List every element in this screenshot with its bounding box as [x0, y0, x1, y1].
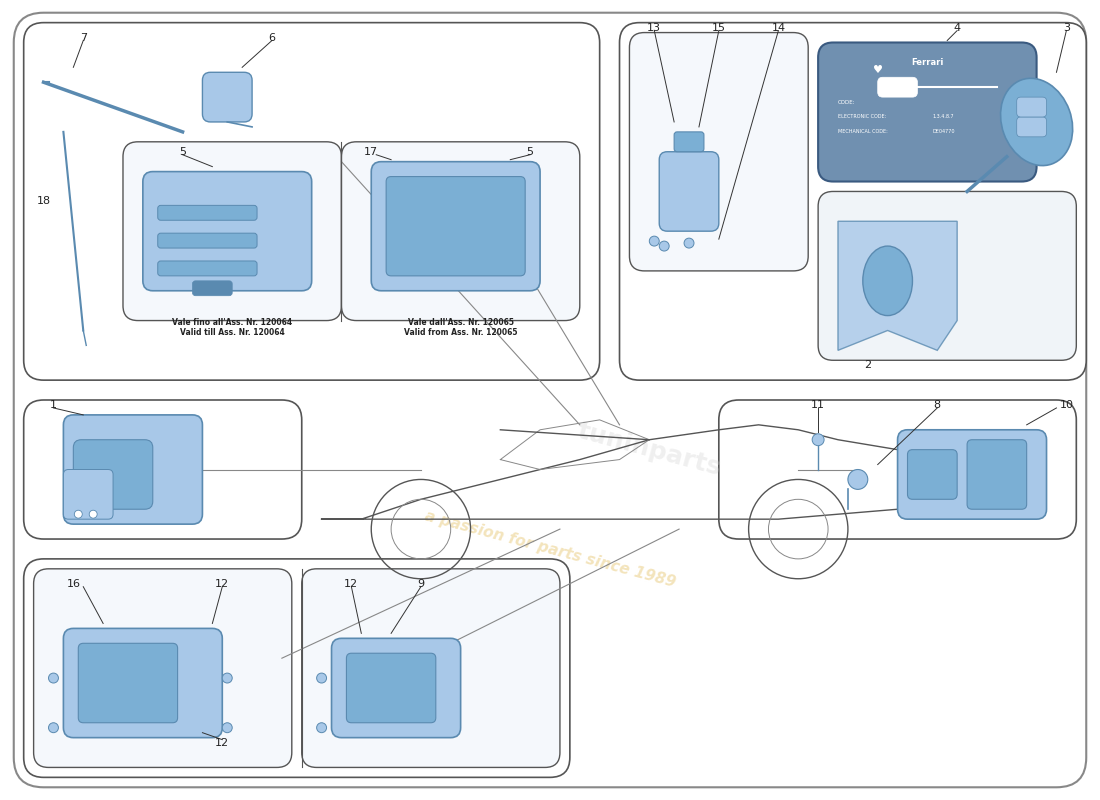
FancyBboxPatch shape [346, 654, 436, 722]
Text: 16: 16 [66, 578, 80, 589]
FancyBboxPatch shape [341, 142, 580, 321]
Circle shape [684, 238, 694, 248]
Text: 18: 18 [36, 196, 51, 206]
FancyBboxPatch shape [64, 629, 222, 738]
Text: CODE:: CODE: [838, 99, 856, 105]
FancyBboxPatch shape [331, 638, 461, 738]
FancyBboxPatch shape [157, 261, 257, 276]
FancyBboxPatch shape [818, 191, 1076, 360]
FancyBboxPatch shape [34, 569, 292, 767]
Text: 1.3.4.8.7: 1.3.4.8.7 [933, 114, 954, 119]
FancyBboxPatch shape [64, 415, 202, 524]
FancyBboxPatch shape [24, 400, 301, 539]
FancyBboxPatch shape [301, 569, 560, 767]
Text: DE04770: DE04770 [933, 130, 955, 134]
FancyBboxPatch shape [14, 13, 1087, 787]
Text: 15: 15 [712, 22, 726, 33]
FancyBboxPatch shape [659, 152, 718, 231]
FancyBboxPatch shape [674, 132, 704, 152]
Text: Vale fino all'Ass. Nr. 120064: Vale fino all'Ass. Nr. 120064 [173, 318, 293, 327]
Ellipse shape [1001, 78, 1072, 166]
Text: a passion for parts since 1989: a passion for parts since 1989 [422, 508, 678, 590]
Polygon shape [838, 222, 957, 350]
FancyBboxPatch shape [878, 78, 917, 97]
Circle shape [659, 241, 669, 251]
FancyBboxPatch shape [372, 162, 540, 290]
Text: 14: 14 [771, 22, 785, 33]
Text: 10: 10 [1059, 400, 1074, 410]
FancyBboxPatch shape [908, 450, 957, 499]
Circle shape [812, 434, 824, 446]
Circle shape [89, 510, 97, 518]
Text: 5: 5 [527, 146, 534, 157]
Text: ELECTRONIC CODE:: ELECTRONIC CODE: [838, 114, 887, 119]
Circle shape [48, 722, 58, 733]
FancyBboxPatch shape [898, 430, 1046, 519]
FancyBboxPatch shape [1016, 97, 1046, 117]
Text: Valid till Ass. Nr. 120064: Valid till Ass. Nr. 120064 [179, 328, 285, 337]
Text: 3: 3 [1063, 22, 1070, 33]
Text: tuninparts: tuninparts [574, 419, 724, 481]
Circle shape [222, 722, 232, 733]
Circle shape [75, 510, 82, 518]
FancyBboxPatch shape [157, 233, 257, 248]
Text: 7: 7 [79, 33, 87, 42]
Text: 11: 11 [811, 400, 825, 410]
Circle shape [48, 673, 58, 683]
FancyBboxPatch shape [202, 72, 252, 122]
Circle shape [222, 673, 232, 683]
FancyBboxPatch shape [64, 470, 113, 519]
FancyBboxPatch shape [629, 33, 808, 271]
Text: Ferrari: Ferrari [911, 58, 944, 67]
Text: 6: 6 [268, 33, 275, 42]
Text: Valid from Ass. Nr. 120065: Valid from Ass. Nr. 120065 [404, 328, 517, 337]
Circle shape [848, 470, 868, 490]
Text: 4: 4 [954, 22, 960, 33]
FancyBboxPatch shape [1016, 117, 1046, 137]
FancyBboxPatch shape [143, 171, 311, 290]
FancyBboxPatch shape [967, 440, 1026, 510]
FancyBboxPatch shape [24, 22, 600, 380]
Text: 5: 5 [179, 146, 186, 157]
Text: ♥: ♥ [872, 66, 882, 75]
Text: 9: 9 [417, 578, 425, 589]
FancyBboxPatch shape [718, 400, 1076, 539]
Text: Vale dall'Ass. Nr. 120065: Vale dall'Ass. Nr. 120065 [408, 318, 514, 327]
FancyBboxPatch shape [619, 22, 1087, 380]
Text: 12: 12 [344, 578, 359, 589]
Text: 13: 13 [647, 22, 661, 33]
Text: 12: 12 [216, 738, 230, 748]
FancyBboxPatch shape [157, 206, 257, 220]
Text: MECHANICAL CODE:: MECHANICAL CODE: [838, 130, 888, 134]
FancyBboxPatch shape [74, 440, 153, 510]
Text: 17: 17 [364, 146, 378, 157]
FancyBboxPatch shape [192, 281, 232, 296]
FancyBboxPatch shape [818, 42, 1036, 182]
Text: 1: 1 [50, 400, 57, 410]
Circle shape [317, 673, 327, 683]
FancyBboxPatch shape [24, 559, 570, 778]
Circle shape [649, 236, 659, 246]
FancyBboxPatch shape [78, 643, 177, 722]
Text: 2: 2 [865, 360, 871, 370]
Ellipse shape [862, 246, 913, 315]
FancyBboxPatch shape [386, 177, 525, 276]
Circle shape [317, 722, 327, 733]
FancyBboxPatch shape [123, 142, 341, 321]
Text: 12: 12 [216, 578, 230, 589]
Text: 8: 8 [934, 400, 940, 410]
